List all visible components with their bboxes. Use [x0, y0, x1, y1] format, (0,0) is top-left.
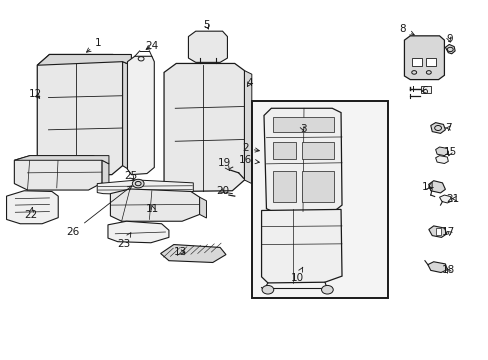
Text: 12: 12	[29, 89, 42, 99]
Polygon shape	[160, 244, 225, 262]
Circle shape	[262, 285, 273, 294]
Text: 23: 23	[117, 233, 131, 249]
Text: 7: 7	[444, 123, 451, 133]
Text: 18: 18	[441, 265, 454, 275]
Polygon shape	[445, 44, 454, 54]
Polygon shape	[404, 36, 444, 80]
Polygon shape	[435, 147, 447, 156]
Text: 14: 14	[421, 182, 434, 192]
Text: 25: 25	[124, 171, 138, 181]
Polygon shape	[110, 189, 199, 221]
Polygon shape	[439, 195, 451, 203]
Text: 11: 11	[146, 204, 159, 214]
Polygon shape	[163, 63, 244, 192]
Polygon shape	[108, 221, 168, 243]
Text: 13: 13	[173, 247, 186, 257]
Text: 6: 6	[421, 86, 427, 96]
Polygon shape	[97, 180, 193, 195]
Polygon shape	[122, 62, 131, 171]
Text: 16: 16	[238, 155, 259, 165]
Text: 22: 22	[24, 207, 38, 220]
Polygon shape	[199, 197, 206, 218]
Polygon shape	[428, 226, 446, 237]
Polygon shape	[188, 31, 227, 62]
Bar	[302, 142, 333, 159]
Polygon shape	[6, 191, 58, 224]
Bar	[302, 171, 333, 202]
Text: 19: 19	[217, 158, 230, 171]
Polygon shape	[435, 156, 447, 163]
Text: 17: 17	[441, 227, 454, 237]
Bar	[251, 101, 387, 298]
Text: 15: 15	[443, 147, 456, 157]
Text: 3: 3	[299, 124, 305, 134]
Polygon shape	[102, 160, 109, 187]
Polygon shape	[244, 71, 251, 184]
Polygon shape	[14, 156, 109, 164]
Text: 2: 2	[242, 143, 259, 153]
Polygon shape	[127, 56, 154, 175]
Bar	[435, 228, 441, 234]
Text: 9: 9	[445, 35, 452, 44]
Polygon shape	[427, 262, 447, 273]
Bar	[272, 117, 333, 132]
Bar	[272, 142, 296, 159]
Bar	[411, 58, 421, 66]
Text: 21: 21	[446, 194, 459, 204]
Circle shape	[321, 285, 332, 294]
Polygon shape	[37, 54, 122, 176]
Polygon shape	[430, 123, 445, 134]
Polygon shape	[261, 210, 341, 283]
Text: 24: 24	[145, 41, 158, 50]
Bar	[425, 58, 435, 66]
Text: 5: 5	[203, 20, 209, 30]
Text: 4: 4	[245, 78, 252, 88]
Text: 1: 1	[86, 38, 102, 52]
Text: 20: 20	[216, 186, 229, 197]
Polygon shape	[428, 181, 445, 193]
Polygon shape	[37, 54, 131, 65]
Text: 10: 10	[290, 267, 303, 283]
Text: 8: 8	[399, 24, 413, 35]
Polygon shape	[264, 108, 341, 212]
Bar	[420, 86, 430, 93]
Circle shape	[132, 179, 144, 188]
Text: 26: 26	[66, 186, 132, 237]
Polygon shape	[14, 156, 102, 190]
Bar	[272, 171, 296, 202]
